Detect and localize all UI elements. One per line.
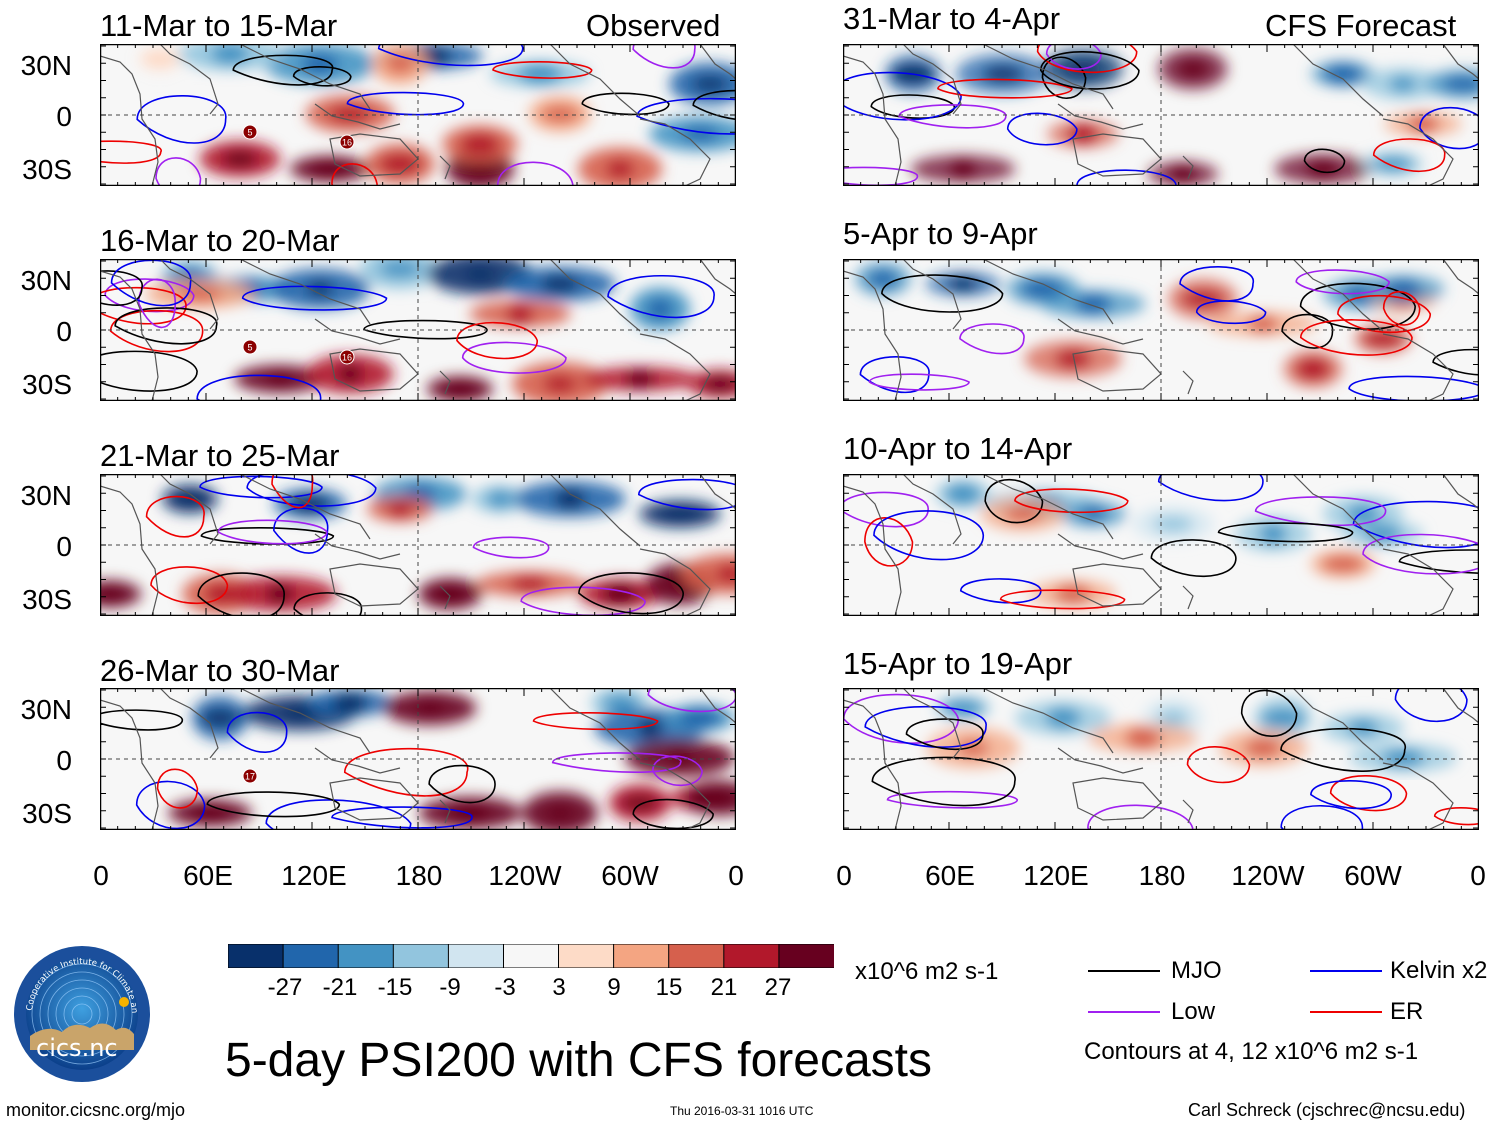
forecast-map-panel-2 (843, 259, 1479, 401)
colorbar-swatch (228, 944, 285, 968)
colorbar-swatch (778, 944, 834, 968)
storm-marker (339, 349, 355, 365)
forecast-label: CFS Forecast (1265, 8, 1457, 43)
lat-label-30n: 30N (20, 694, 72, 725)
forecast-map-panel-3 (843, 474, 1479, 616)
storm-marker (339, 134, 355, 150)
lat-label-30s: 30S (22, 154, 72, 185)
panel-title-right-4: 15-Apr to 19-Apr (843, 646, 1073, 681)
panel-title-left-4: 26-Mar to 30-Mar (100, 653, 340, 688)
footer-url[interactable]: monitor.cicsnc.org/mjo (6, 1100, 186, 1120)
legend-label-er: ER (1390, 998, 1424, 1025)
lon-label: 120E (281, 860, 347, 891)
colorbar-swatch (668, 944, 725, 968)
colorbar-units: x10^6 m2 s-1 (855, 958, 999, 985)
colorbar-tick: -21 (322, 974, 358, 1001)
legend-label-low: Low (1171, 998, 1216, 1025)
storm-marker (242, 339, 258, 355)
colorbar-tick: 3 (552, 974, 566, 1001)
forecast-map-panel-4 (843, 688, 1479, 830)
colorbar-tick: -15 (377, 974, 413, 1001)
colorbar-tick: 9 (607, 974, 621, 1001)
panel-title-right-3: 10-Apr to 14-Apr (843, 431, 1073, 466)
observed-map-panel-4: 17 (100, 688, 736, 830)
lon-label: 0 (836, 860, 852, 891)
colorbar-tick: -27 (267, 974, 303, 1001)
storm-marker-label: 17 (245, 772, 255, 782)
forecast-map-panel-1 (843, 44, 1479, 186)
legend-label-kelvin: Kelvin x2 (1390, 957, 1488, 984)
lat-label-eq: 0 (56, 316, 72, 347)
storm-marker (242, 124, 258, 140)
lat-label-eq: 0 (56, 531, 72, 562)
footer-timestamp: Thu 2016-03-31 1016 UTC (670, 1104, 814, 1118)
panel-title-left-2: 16-Mar to 20-Mar (100, 223, 340, 258)
storm-marker-label: 16 (342, 353, 352, 363)
colorbar-swatch (613, 944, 670, 968)
observed-map-panel-3 (100, 474, 736, 616)
lon-label: 180 (1138, 860, 1186, 891)
lat-label-30n: 30N (20, 265, 72, 296)
lon-label: 60E (925, 860, 975, 891)
panel-title-right-1: 31-Mar to 4-Apr (843, 1, 1061, 36)
colorbar-swatch (503, 944, 560, 968)
colorbar-swatch (282, 944, 340, 968)
lon-label: 0 (1470, 860, 1486, 891)
lat-label-30s: 30S (22, 369, 72, 400)
lon-label: 0 (728, 860, 744, 891)
lat-label-eq: 0 (56, 101, 72, 132)
colorbar-swatch (558, 944, 615, 968)
footer-author: Carl Schreck (cjschrec@ncsu.edu) (1188, 1100, 1466, 1120)
lon-label: 60E (183, 860, 233, 891)
legend-label-mjo: MJO (1171, 957, 1222, 984)
legend-lines (1088, 970, 1382, 1013)
storm-marker-label: 16 (342, 138, 352, 148)
lat-label-30s: 30S (22, 584, 72, 615)
storm-marker (242, 768, 258, 784)
lat-label-30s: 30S (22, 798, 72, 829)
colorbar-swatch (337, 944, 395, 968)
colorbar-tick: 15 (655, 974, 683, 1001)
lat-label-eq: 0 (56, 745, 72, 776)
logo-text: cics.nc (36, 1034, 118, 1062)
lon-label: 0 (93, 860, 109, 891)
colorbar-swatch (723, 944, 780, 968)
cics-logo-badge: Cooperative Institute for Climate and Sa… (12, 944, 150, 1082)
colorbar-tick: -9 (439, 974, 461, 1001)
storm-marker-label: 5 (247, 128, 252, 138)
observed-label: Observed (586, 8, 721, 43)
colorbar-swatch (447, 944, 505, 968)
colorbar-tick: -3 (494, 974, 516, 1001)
storm-marker-label: 5 (247, 343, 252, 353)
colorbar-tick: 27 (764, 974, 792, 1001)
observed-map-panel-1: 5 16 (100, 44, 736, 186)
lon-label: 120W (488, 860, 562, 891)
lon-label: 60W (601, 860, 659, 891)
lat-label-30n: 30N (20, 480, 72, 511)
main-title: 5-day PSI200 with CFS forecasts (225, 1034, 932, 1087)
lon-label: 120E (1023, 860, 1089, 891)
observed-map-panel-2: 5 16 (100, 259, 736, 401)
lon-label: 180 (395, 860, 443, 891)
colorbar-tick: 21 (710, 974, 738, 1001)
panel-title-right-2: 5-Apr to 9-Apr (843, 216, 1038, 251)
panel-title-left-3: 21-Mar to 25-Mar (100, 438, 340, 473)
panel-title-left-1: 11-Mar to 15-Mar (100, 8, 338, 43)
colorbar-swatches (228, 944, 834, 968)
colorbar-swatch (392, 944, 450, 968)
lon-label: 60W (1344, 860, 1402, 891)
legend-note: Contours at 4, 12 x10^6 m2 s-1 (1084, 1038, 1419, 1065)
lon-label: 120W (1231, 860, 1305, 891)
lat-label-30n: 30N (20, 50, 72, 81)
